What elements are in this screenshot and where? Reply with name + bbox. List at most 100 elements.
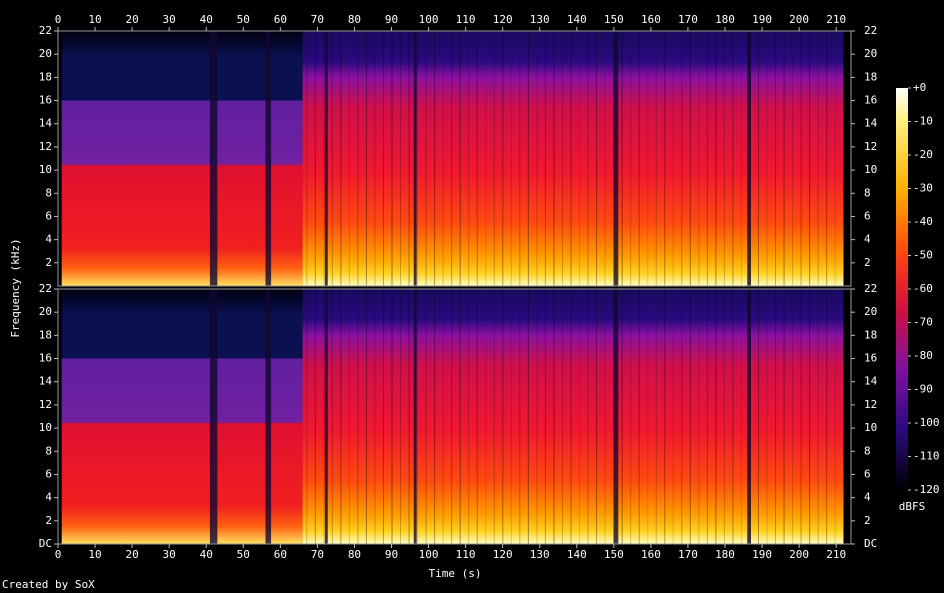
colorbar-tick-label: -110 — [913, 450, 940, 463]
x-tick-label-top: 140 — [567, 13, 587, 26]
x-tick-label: 110 — [456, 548, 476, 561]
y-tick-label-right: DC — [864, 537, 877, 550]
x-tick-label-top: 30 — [163, 13, 176, 26]
spectrogram-streak — [544, 289, 546, 544]
x-tick-label: 180 — [715, 548, 735, 561]
spectrogram-streak — [314, 289, 316, 544]
spectrogram-streak — [766, 31, 768, 286]
x-tick-label-top: 180 — [715, 13, 735, 26]
spectrogram-streak — [502, 289, 504, 544]
spectrogram-streak — [331, 289, 333, 544]
spectrogram-streak — [348, 31, 350, 286]
spectrogram-streak — [809, 289, 811, 544]
y-tick-label-right: 20 — [864, 47, 877, 60]
spectrogram-region — [302, 289, 844, 544]
spectrogram-streak — [306, 289, 308, 544]
y-tick-label: 10 — [39, 163, 52, 176]
colorbar-tick-label: +0 — [913, 81, 926, 94]
spectrogram-streak — [519, 31, 521, 286]
x-tick-label: 170 — [678, 548, 698, 561]
spectrogram-streak — [391, 289, 393, 544]
spectrogram-streak — [434, 31, 436, 286]
y-tick-label: DC — [39, 537, 52, 550]
x-tick-label-top: 0 — [55, 13, 62, 26]
colorbar-tick-label: -20 — [913, 148, 933, 161]
spectrogram-streak — [740, 289, 742, 544]
spectrogram-streak — [570, 289, 572, 544]
spectrogram-streak — [826, 31, 828, 286]
spectrogram-streak — [723, 289, 725, 544]
spectrogram-streak — [749, 289, 751, 544]
y-tick-label-right: 16 — [864, 352, 877, 365]
y-tick-label: 2 — [45, 256, 52, 269]
spectrogram-streak — [400, 289, 402, 544]
spectrogram-streak — [672, 31, 674, 286]
spectrogram-region — [302, 31, 844, 286]
x-tick-label: 210 — [826, 548, 846, 561]
spectrogram-gap — [324, 289, 328, 544]
x-tick-label: 140 — [567, 548, 587, 561]
spectrogram-streak — [587, 31, 589, 286]
spectrogram-streak — [698, 31, 700, 286]
x-tick-label-top: 160 — [641, 13, 661, 26]
spectrogram-streak — [357, 289, 359, 544]
spectrogram-streak — [306, 31, 308, 286]
y-tick-label: 4 — [45, 233, 52, 246]
x-tick-label-top: 70 — [311, 13, 324, 26]
spectrogram-streak — [655, 289, 657, 544]
spectrogram-streak — [536, 31, 538, 286]
spectrogram-streak — [809, 31, 811, 286]
spectrogram-streak — [664, 31, 666, 286]
y-axis-label: Frequency (kHz) — [9, 238, 22, 337]
spectrogram-streak — [638, 31, 640, 286]
spectrogram-streak — [510, 31, 512, 286]
y-tick-label-right: 12 — [864, 398, 877, 411]
spectrogram-streak — [749, 31, 751, 286]
spectrogram-streak — [826, 289, 828, 544]
y-tick-label-right: 16 — [864, 94, 877, 107]
spectrogram-streak — [579, 31, 581, 286]
y-tick-label-right: 12 — [864, 140, 877, 153]
spectrogram-streak — [451, 31, 453, 286]
spectrogram-streak — [434, 289, 436, 544]
x-tick-label: 70 — [311, 548, 324, 561]
y-tick-label: 22 — [39, 24, 52, 37]
colorbar-tick-label: -100 — [913, 416, 940, 429]
spectrogram-gap — [209, 31, 218, 286]
spectrogram-streak — [698, 289, 700, 544]
x-tick-label-top: 120 — [493, 13, 513, 26]
y-tick-label-right: 8 — [864, 444, 871, 457]
spectrogram-streak — [604, 31, 606, 286]
spectrogram-gap — [209, 289, 218, 544]
spectrogram-streak — [408, 31, 410, 286]
spectrogram-streak — [382, 289, 384, 544]
y-tick-label: 10 — [39, 421, 52, 434]
y-tick-label-right: 8 — [864, 186, 871, 199]
y-tick-label-right: 4 — [864, 233, 871, 246]
spectrogram-streak — [689, 289, 691, 544]
spectrogram-streak — [331, 31, 333, 286]
spectrogram-streak — [689, 31, 691, 286]
x-tick-label: 160 — [641, 548, 661, 561]
x-tick-label-top: 80 — [348, 13, 361, 26]
spectrogram-streak — [519, 289, 521, 544]
colorbar-tick-label: -60 — [913, 282, 933, 295]
x-tick-label: 190 — [752, 548, 772, 561]
y-tick-label-right: 2 — [864, 514, 871, 527]
spectrogram-streak — [323, 289, 325, 544]
spectrogram-streak — [596, 31, 598, 286]
spectrogram-streak — [706, 289, 708, 544]
colorbar — [896, 88, 908, 490]
y-tick-label-right: 18 — [864, 70, 877, 83]
x-tick-label-top: 110 — [456, 13, 476, 26]
y-tick-label: 16 — [39, 352, 52, 365]
spectrogram-streak — [732, 31, 734, 286]
spectrogram-streak — [783, 289, 785, 544]
spectrogram-streak — [374, 31, 376, 286]
spectrogram-streak — [792, 289, 794, 544]
x-tick-label: 0 — [55, 548, 62, 561]
y-tick-label-right: 22 — [864, 24, 877, 37]
spectrogram-gap — [747, 31, 751, 286]
spectrogram-streak — [493, 289, 495, 544]
